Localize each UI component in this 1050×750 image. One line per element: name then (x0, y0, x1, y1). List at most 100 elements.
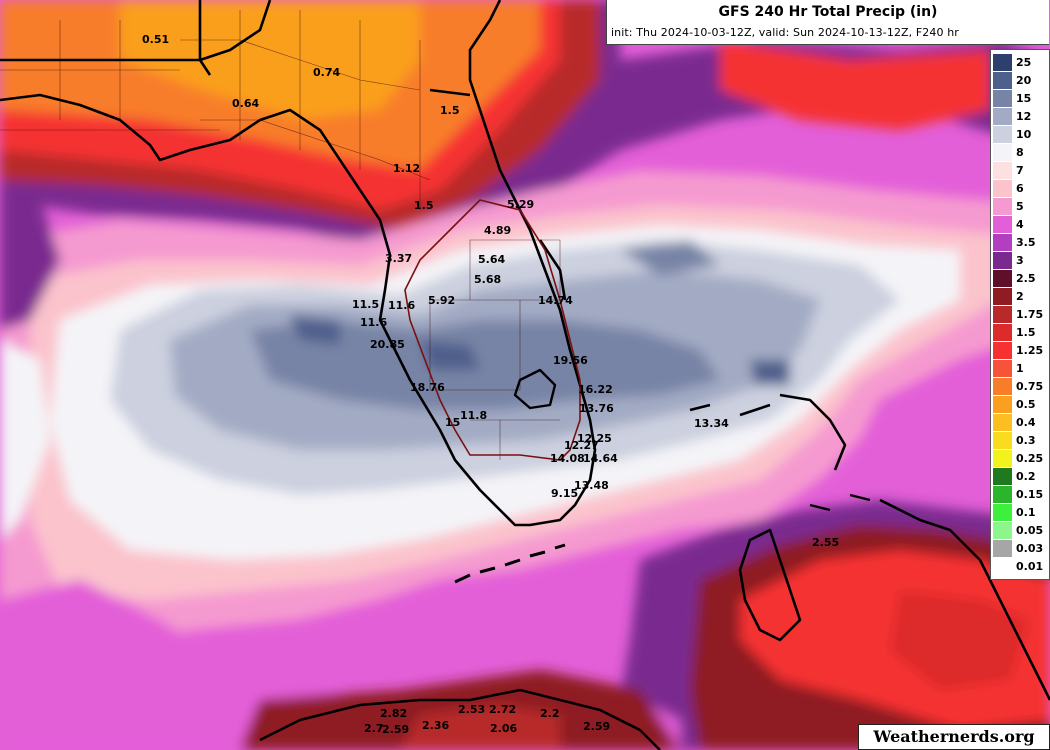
legend-swatch (993, 126, 1012, 143)
legend-item: 10 (991, 126, 1049, 143)
legend-label: 25 (1016, 56, 1032, 69)
map-value-label: 0.74 (313, 66, 341, 79)
legend-swatch (993, 306, 1012, 323)
map-subtitle: init: Thu 2024-10-03-12Z, valid: Sun 202… (611, 26, 959, 39)
map-title: GFS 240 Hr Total Precip (in) (718, 4, 938, 20)
map-value-label: 20.85 (370, 338, 405, 351)
map-value-label: 16.22 (578, 383, 613, 396)
map-value-label: 4.89 (484, 224, 512, 237)
map-value-label: 5.92 (428, 294, 456, 307)
legend-label: 20 (1016, 74, 1032, 87)
legend-item: 1 (991, 360, 1049, 377)
legend-swatch (993, 378, 1012, 395)
legend-item: 4 (991, 216, 1049, 233)
legend-label: 3 (1016, 254, 1024, 267)
legend-label: 0.01 (1016, 560, 1044, 573)
legend-swatch (993, 360, 1012, 377)
legend-swatch (993, 288, 1012, 305)
map-value-label: 3.37 (385, 252, 413, 265)
legend-swatch (993, 72, 1012, 89)
map-value-label: 15 (445, 416, 461, 429)
legend-item: 7 (991, 162, 1049, 179)
legend-swatch (993, 504, 1012, 521)
legend-item: 0.4 (991, 414, 1049, 431)
site-branding: Weathernerds.org (858, 724, 1050, 750)
map-value-label: 2.2 (540, 707, 560, 720)
map-value-label: 13.48 (574, 479, 609, 492)
legend-label: 1.5 (1016, 326, 1036, 339)
legend-label: 1.75 (1016, 308, 1044, 321)
map-value-label: 2.72 (489, 703, 517, 716)
legend-item: 1.5 (991, 324, 1049, 341)
map-value-label: 5.64 (478, 253, 506, 266)
legend-swatch (993, 180, 1012, 197)
map-value-label: 14.74 (538, 294, 573, 307)
map-value-label: 0.64 (232, 97, 260, 110)
legend-label: 1.25 (1016, 344, 1044, 357)
legend-swatch (993, 486, 1012, 503)
legend-swatch (993, 450, 1012, 467)
legend-label: 0.3 (1016, 434, 1036, 447)
legend-swatch (993, 540, 1012, 557)
legend-swatch (993, 54, 1012, 71)
map-value-label: 11.6 (360, 316, 388, 329)
legend-label: 0.2 (1016, 470, 1036, 483)
legend-item: 8 (991, 144, 1049, 161)
map-value-label: 5.68 (474, 273, 502, 286)
map-value-label: 1.12 (393, 162, 421, 175)
legend-label: 0.1 (1016, 506, 1036, 519)
map-value-label: 2.06 (490, 722, 518, 735)
legend-swatch (993, 342, 1012, 359)
legend-swatch (993, 468, 1012, 485)
outlook-contour (404, 199, 581, 461)
legend-label: 0.03 (1016, 542, 1044, 555)
map-value-label: 11.5 (352, 298, 380, 311)
legend-item: 0.3 (991, 432, 1049, 449)
legend-item: 0.2 (991, 468, 1049, 485)
legend-item: 2.5 (991, 270, 1049, 287)
legend-label: 12 (1016, 110, 1032, 123)
legend-item: 3.5 (991, 234, 1049, 251)
legend-label: 0.25 (1016, 452, 1044, 465)
legend-swatch (993, 414, 1012, 431)
legend-item: 0.75 (991, 378, 1049, 395)
map-value-label: 13.34 (694, 417, 729, 430)
map-value-label: 2.59 (583, 720, 611, 733)
legend-label: 15 (1016, 92, 1032, 105)
legend-label: 7 (1016, 164, 1024, 177)
map-value-label: 11.8 (460, 409, 488, 422)
map-value-label: 14.64 (583, 452, 618, 465)
map-value-label: 2.82 (380, 707, 408, 720)
map-value-label: 1.5 (440, 104, 460, 117)
legend-item: 0.25 (991, 450, 1049, 467)
legend-label: 6 (1016, 182, 1024, 195)
legend-item: 0.01 (991, 558, 1049, 575)
legend-swatch (993, 162, 1012, 179)
legend-label: 3.5 (1016, 236, 1036, 249)
legend-item: 0.05 (991, 522, 1049, 539)
map-value-label: 2.7 (364, 722, 384, 735)
map-value-label: 5.29 (507, 198, 535, 211)
legend-item: 2 (991, 288, 1049, 305)
legend-label: 5 (1016, 200, 1024, 213)
legend-label: 0.15 (1016, 488, 1044, 501)
legend-swatch (993, 396, 1012, 413)
legend-swatch (993, 216, 1012, 233)
map-value-label: 2.36 (422, 719, 450, 732)
legend-item: 1.25 (991, 342, 1049, 359)
legend-label: 8 (1016, 146, 1024, 159)
legend-item: 0.15 (991, 486, 1049, 503)
legend-item: 0.03 (991, 540, 1049, 557)
legend-label: 1 (1016, 362, 1024, 375)
title-panel: GFS 240 Hr Total Precip (in) init: Thu 2… (606, 0, 1049, 45)
legend-label: 2 (1016, 290, 1024, 303)
map-value-label: 14.08 (550, 452, 585, 465)
legend-item: 0.5 (991, 396, 1049, 413)
map-value-label: 13.76 (579, 402, 614, 415)
map-value-label: 2.55 (812, 536, 840, 549)
map-value-label: 18.76 (410, 381, 445, 394)
